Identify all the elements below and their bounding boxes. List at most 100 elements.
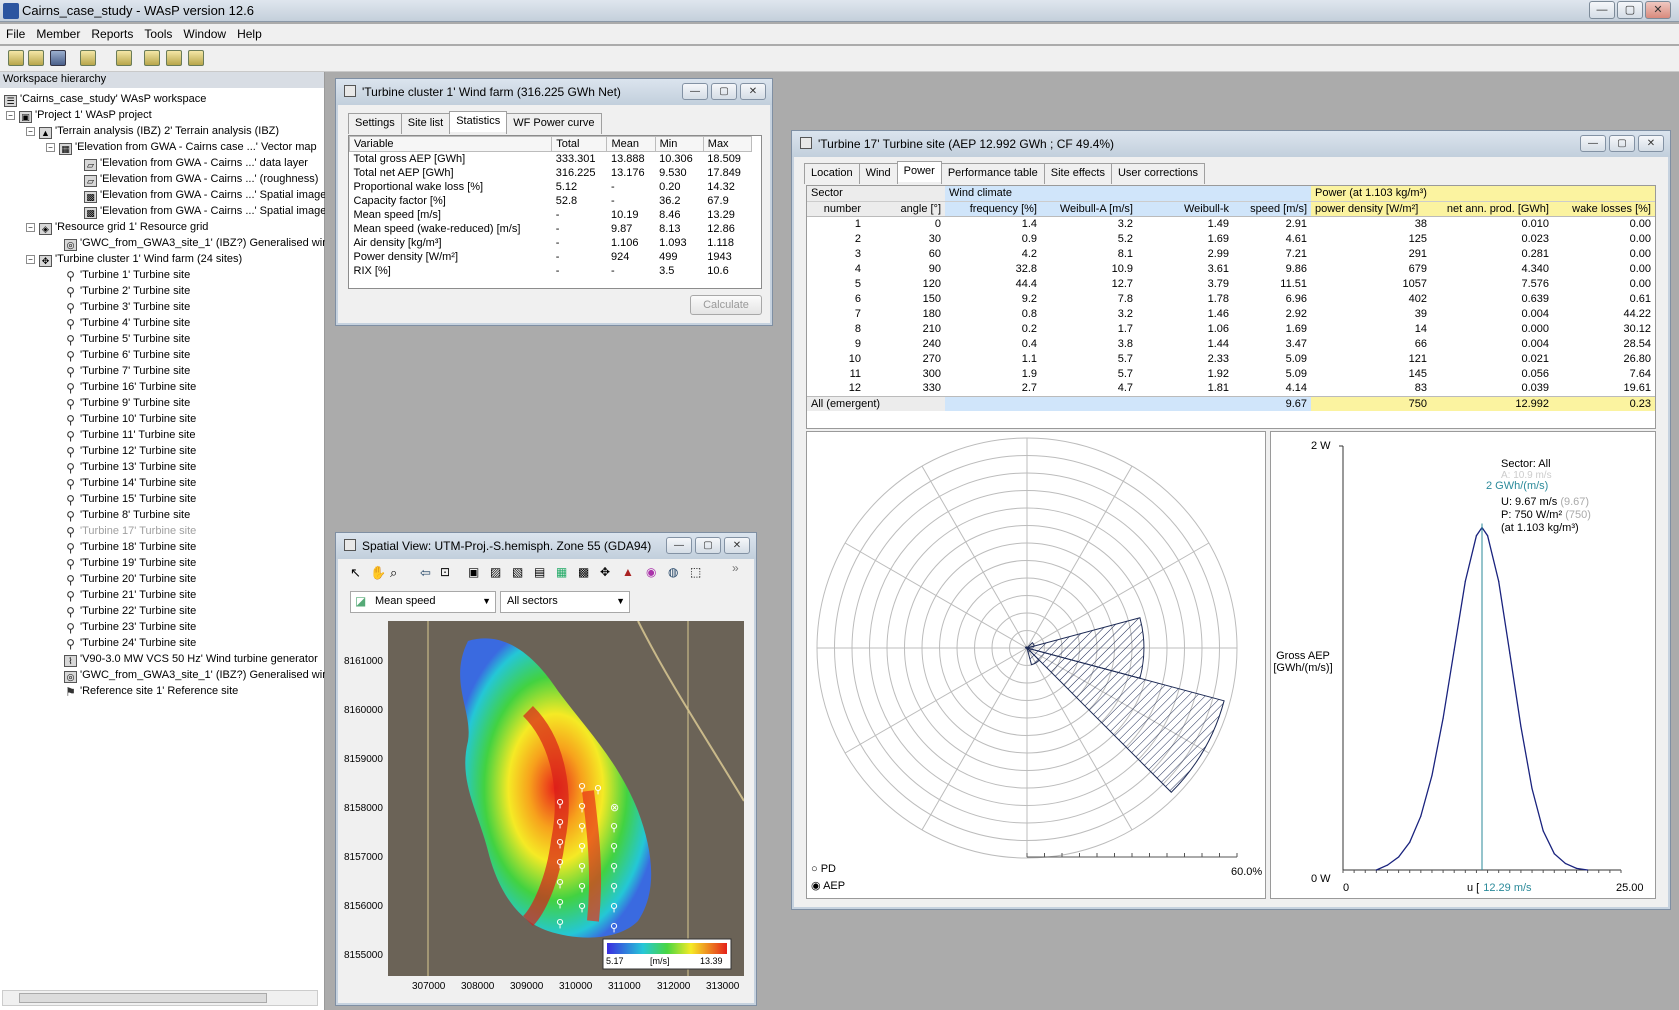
- turbine-marker-icon[interactable]: ⚲: [556, 817, 564, 830]
- resource-map[interactable]: ⚲ ⚲ ⚲ ⚲ ⚲ ⚲ ⚲ ⚲ ⚲ ⚲ ⚲ ⚲ ⚲ ⚲ ⚲ ⊗ ⚲ ⚲ ⚲ ⚲: [388, 621, 744, 976]
- tree-item-turbine-site[interactable]: ⚲ 'Turbine 24' Turbine site: [64, 635, 196, 651]
- col-weibull-k[interactable]: Weibull-k: [1137, 201, 1233, 216]
- obstacle-layer-icon[interactable]: ▲: [622, 565, 634, 579]
- map-layer-icon[interactable]: ▣: [468, 565, 480, 579]
- col-mean[interactable]: Mean: [606, 136, 656, 152]
- frame-icon[interactable]: ⬚: [690, 565, 702, 579]
- tree-item-turbine-site[interactable]: ⚲ 'Turbine 18' Turbine site: [64, 539, 196, 555]
- tree-item-turbine-site[interactable]: ⚲ 'Turbine 12' Turbine site: [64, 443, 196, 459]
- collapse-icon[interactable]: −: [26, 127, 35, 136]
- spatial-maximize-button[interactable]: ▢: [695, 537, 721, 554]
- tree-item-turbine-site[interactable]: ⚲ 'Turbine 19' Turbine site: [64, 555, 196, 571]
- zoom-icon[interactable]: ⌕: [390, 565, 398, 580]
- contour-layer-icon[interactable]: ▧: [512, 565, 524, 579]
- col-number[interactable]: number: [807, 201, 865, 216]
- turbine-marker-icon[interactable]: ⚲: [556, 897, 564, 910]
- tree-item-resource-grid[interactable]: − ◈ 'Resource grid 1' Resource grid: [26, 219, 208, 235]
- windfarm-minimize-button[interactable]: —: [682, 83, 708, 100]
- tree-item-turbine-site[interactable]: ⚲ 'Turbine 13' Turbine site: [64, 459, 196, 475]
- calculate-button[interactable]: Calculate: [690, 295, 762, 315]
- turbine-marker-icon[interactable]: ⚲: [610, 921, 618, 934]
- spatial-minimize-button[interactable]: —: [666, 537, 692, 554]
- wind-tool-icon[interactable]: [144, 50, 160, 66]
- col-weibull-a[interactable]: Weibull-A [m/s]: [1041, 201, 1137, 216]
- tree-item-turbine-site[interactable]: ⚲ 'Turbine 4' Turbine site: [64, 315, 190, 331]
- turbine-marker-icon[interactable]: ⚲: [578, 861, 586, 874]
- tree-item-reference-site[interactable]: ⚑ 'Reference site 1' Reference site: [65, 685, 239, 699]
- tree-item-turbine-site[interactable]: ⚲ 'Turbine 9' Turbine site: [64, 395, 190, 411]
- tree-item-turbine-site[interactable]: ⚲ 'Turbine 8' Turbine site: [64, 507, 190, 523]
- tree-item-turbine-site[interactable]: ⚲ 'Turbine 21' Turbine site: [64, 587, 196, 603]
- tree-item-turbine-site[interactable]: ⚲ 'Turbine 16' Turbine site: [64, 379, 196, 395]
- sector-select[interactable]: All sectors ▼: [500, 591, 630, 613]
- refresh-tool-icon[interactable]: [166, 50, 182, 66]
- tab-performance-table[interactable]: Performance table: [940, 163, 1045, 184]
- turbine-marker-icon[interactable]: ⚲: [610, 821, 618, 834]
- tab-wind[interactable]: Wind: [858, 163, 898, 184]
- tree-item-turbine-site[interactable]: ⚲ 'Turbine 14' Turbine site: [64, 475, 196, 491]
- grid-layer-icon[interactable]: ▦: [556, 565, 568, 579]
- collapse-icon[interactable]: −: [26, 255, 35, 264]
- turbine-marker-icon[interactable]: ⚲: [610, 841, 618, 854]
- workspace-horizontal-scrollbar[interactable]: [2, 990, 318, 1006]
- turbine-marker-icon[interactable]: ⚲: [610, 881, 618, 894]
- turbine-marker-icon[interactable]: ⚲: [556, 837, 564, 850]
- tab-statistics[interactable]: Statistics: [449, 111, 508, 132]
- turbine-marker-icon[interactable]: ⚲: [610, 901, 618, 914]
- tree-item-turbine-site[interactable]: ⚲ 'Turbine 23' Turbine site: [64, 619, 196, 635]
- layer-select[interactable]: ◪ Mean speed ▼: [350, 591, 496, 613]
- calculate-tool-icon[interactable]: [116, 50, 132, 66]
- windfarm-close-button[interactable]: ✕: [740, 83, 766, 100]
- menu-member[interactable]: Member: [36, 27, 81, 41]
- menu-reports[interactable]: Reports: [91, 27, 134, 41]
- col-speed[interactable]: speed [m/s]: [1233, 201, 1311, 216]
- tab-power[interactable]: Power: [896, 161, 942, 182]
- turbine-marker-icon[interactable]: ⚲: [610, 861, 618, 874]
- result-layer-icon[interactable]: ▩: [578, 565, 590, 579]
- tree-item-wtg[interactable]: ⌇ 'V90-3.0 MW VCS 50 Hz' Wind turbine gen…: [64, 651, 318, 667]
- menu-file[interactable]: File: [6, 27, 26, 41]
- col-frequency[interactable]: frequency [%]: [945, 201, 1041, 216]
- tab-settings[interactable]: Settings: [348, 113, 402, 134]
- new-workspace-icon[interactable]: [8, 50, 24, 66]
- col-power-density[interactable]: power density [W/m²]: [1311, 201, 1431, 216]
- turbine-marker-icon[interactable]: ⚲: [556, 797, 564, 810]
- col-net-production[interactable]: net ann. prod. [GWh]: [1431, 201, 1553, 216]
- menu-window[interactable]: Window: [183, 27, 227, 41]
- colour-scale-icon[interactable]: ◉: [646, 565, 657, 579]
- open-folder-icon[interactable]: [28, 50, 44, 66]
- app-maximize-button[interactable]: ▢: [1617, 1, 1643, 19]
- turbine-marker-icon[interactable]: ⚲: [556, 877, 564, 890]
- windfarm-maximize-button[interactable]: ▢: [711, 83, 737, 100]
- roughness-layer-icon[interactable]: ▤: [534, 565, 546, 579]
- col-variable[interactable]: Variable: [348, 136, 553, 152]
- tab-location[interactable]: Location: [804, 163, 860, 184]
- col-total[interactable]: Total: [551, 136, 608, 152]
- tree-item-turbine-site[interactable]: ⚲ 'Turbine 10' Turbine site: [64, 411, 196, 427]
- col-angle[interactable]: angle [°]: [865, 201, 945, 216]
- radio-pd[interactable]: ○ PD: [811, 863, 836, 875]
- insert-member-icon[interactable]: [80, 50, 96, 66]
- app-close-button[interactable]: ✕: [1645, 1, 1671, 19]
- tree-item-turbine-site[interactable]: ⚲ 'Turbine 11' Turbine site: [64, 427, 195, 443]
- spatial-close-button[interactable]: ✕: [724, 537, 750, 554]
- tree-item-terrain[interactable]: − ▲ 'Terrain analysis (IBZ) 2' Terrain ana…: [26, 123, 279, 139]
- tab-site-effects[interactable]: Site effects: [1043, 163, 1112, 184]
- radio-aep[interactable]: ◉ AEP: [811, 880, 846, 892]
- turbine-marker-icon[interactable]: ⚲: [556, 917, 564, 930]
- turbine-maximize-button[interactable]: ▢: [1609, 135, 1635, 152]
- image-layer-icon[interactable]: ▨: [490, 565, 502, 579]
- pan-hand-icon[interactable]: ✋: [370, 565, 387, 580]
- menu-tools[interactable]: Tools: [144, 27, 173, 41]
- tree-item-turbine-site[interactable]: ⚲ 'Turbine 5' Turbine site: [64, 331, 190, 347]
- tree-item-turbine-site[interactable]: ⚲ 'Turbine 7' Turbine site: [64, 363, 190, 379]
- tree-item-turbine-site[interactable]: ⚲ 'Turbine 2' Turbine site: [64, 283, 190, 299]
- globe-icon[interactable]: ◍: [668, 565, 679, 579]
- tree-item-workspace[interactable]: ☰ 'Cairns_case_study' WAsP workspace: [4, 91, 206, 107]
- turbine-marker-icon[interactable]: ⚲: [594, 783, 602, 796]
- turbine-marker-icon[interactable]: ⚲: [578, 801, 586, 814]
- save-disk-icon[interactable]: [50, 50, 66, 66]
- tree-item-turbine-cluster[interactable]: − ✥ 'Turbine cluster 1' Wind farm (24 site…: [26, 251, 242, 267]
- tab-user-corrections[interactable]: User corrections: [1110, 163, 1206, 184]
- zoom-extent-icon[interactable]: ⊡: [440, 565, 451, 579]
